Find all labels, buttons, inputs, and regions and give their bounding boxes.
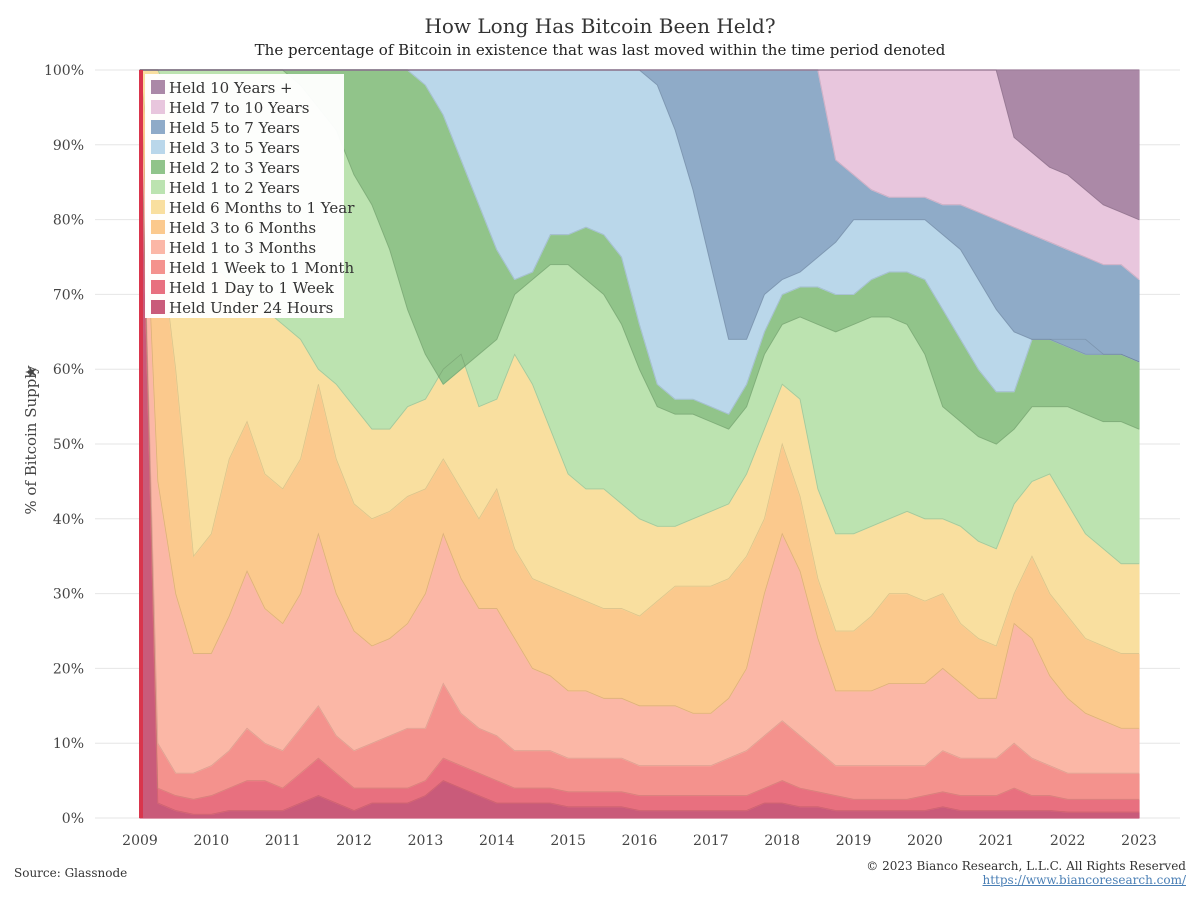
x-tick-label: 2016	[622, 833, 658, 849]
legend-swatch	[151, 100, 165, 114]
legend-label: Held 1 to 2 Years	[169, 179, 300, 197]
y-axis-ticks: 0% 10% 20% 30% 40% 50% 60% 70% 80% 90% 100%	[44, 63, 84, 827]
legend-swatch	[151, 80, 165, 94]
legend-swatch	[151, 240, 165, 254]
legend-swatch	[151, 140, 165, 154]
start-spike	[139, 70, 143, 818]
y-tick-label: 100%	[44, 63, 84, 79]
y-tick-label: 40%	[53, 512, 84, 528]
legend-swatch	[151, 120, 165, 134]
x-tick-label: 2021	[978, 833, 1014, 849]
area-edge-8	[140, 69, 1140, 363]
legend-swatch	[151, 200, 165, 214]
legend-swatch	[151, 280, 165, 294]
x-axis-ticks: 2009 2010 2011 2012 2013 2014 2015 2016 2017 2018…	[122, 833, 1157, 849]
y-tick-label: 20%	[53, 661, 84, 677]
x-tick-label: 2023	[1121, 833, 1157, 849]
legend-label: Held 3 to 6 Months	[169, 219, 316, 237]
x-tick-label: 2013	[408, 833, 444, 849]
stacked-areas	[139, 69, 1140, 819]
legend-label: Held 5 to 7 Years	[169, 119, 300, 137]
y-tick-label: 60%	[53, 362, 84, 378]
legend-label: Held 10 Years +	[169, 79, 293, 97]
legend-swatch	[151, 300, 165, 314]
source-note: Source: Glassnode	[14, 866, 128, 880]
area-edge-5	[140, 69, 1139, 565]
x-tick-label: 2019	[836, 833, 872, 849]
legend-label: Held 1 to 3 Months	[169, 239, 316, 257]
legend-label: Held 3 to 5 Years	[169, 139, 300, 157]
website-link[interactable]: https://www.biancoresearch.com/	[982, 873, 1186, 887]
legend-label: Held 1 Day to 1 Week	[169, 279, 335, 297]
x-tick-label: 2022	[1050, 833, 1086, 849]
y-tick-label: 50%	[53, 437, 84, 453]
x-tick-label: 2020	[907, 833, 943, 849]
legend-swatch	[151, 220, 165, 234]
area-edge-4	[139, 69, 1139, 654]
area-edge-9	[140, 69, 1140, 280]
area-edge-7	[140, 69, 1140, 415]
legend-label: Held 1 Week to 1 Month	[169, 259, 354, 277]
x-tick-label: 2011	[265, 833, 301, 849]
x-tick-label: 2010	[194, 833, 230, 849]
y-tick-label: 90%	[53, 138, 84, 154]
x-tick-label: 2009	[122, 833, 158, 849]
x-tick-label: 2017	[693, 833, 729, 849]
area-series-11	[139, 69, 1140, 221]
copyright-note: © 2023 Bianco Research, L.L.C. All Right…	[866, 859, 1186, 873]
x-tick-label: 2015	[550, 833, 586, 849]
area-edge-0	[139, 69, 1139, 815]
legend-label: Held 6 Months to 1 Year	[169, 199, 355, 217]
chart-subtitle: The percentage of Bitcoin in existence t…	[254, 41, 946, 59]
x-tick-label: 2018	[764, 833, 800, 849]
y-tick-label: 80%	[53, 213, 84, 229]
x-tick-label: 2014	[479, 833, 515, 849]
chart-title: How Long Has Bitcoin Been Held?	[424, 14, 776, 38]
legend-box	[145, 74, 344, 318]
y-tick-label: 30%	[53, 587, 84, 603]
area-edge-10	[140, 69, 1140, 220]
legend-swatch	[151, 180, 165, 194]
legend-label: Held 2 to 3 Years	[169, 159, 300, 177]
legend-label: Held Under 24 Hours	[169, 299, 333, 317]
legend-swatch	[151, 260, 165, 274]
y-axis-label: % of Bitcoin Supply	[22, 365, 40, 515]
pin-icon[interactable]: ★	[22, 365, 40, 378]
x-tick-label: 2012	[336, 833, 372, 849]
y-tick-label: 70%	[53, 287, 84, 303]
y-tick-label: 0%	[62, 811, 84, 827]
legend-label: Held 7 to 10 Years	[169, 99, 309, 117]
y-tick-label: 10%	[53, 736, 84, 752]
area-edge-3	[139, 69, 1139, 729]
legend: Held 10 Years + Held 7 to 10 Years Held 5 …	[145, 74, 355, 318]
legend-swatch	[151, 160, 165, 174]
area-edge-1	[139, 69, 1139, 800]
area-edge-2	[139, 69, 1139, 774]
